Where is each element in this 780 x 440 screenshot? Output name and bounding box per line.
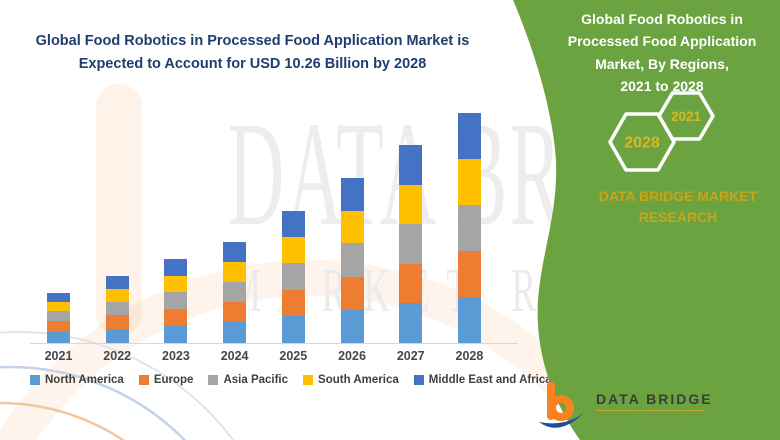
badge-year-2021: 2021 (671, 109, 702, 124)
bar-segment-2021 (47, 331, 70, 343)
bar-segment-2022 (105, 275, 129, 289)
legend-swatch-icon (208, 375, 219, 385)
chart-legend: North America Europe Asia Pacific South Ame… (30, 374, 552, 386)
bar-segment-2027 (399, 263, 423, 304)
bar-2024: 2024 (221, 242, 249, 363)
bar-segment-2026 (340, 276, 364, 310)
bar-segment-2023 (164, 258, 188, 276)
bar-segment-2027 (399, 303, 423, 343)
bar-segment-2028 (457, 158, 481, 205)
legend-label: Europe (153, 374, 194, 386)
legend-label: North America (45, 374, 124, 386)
bar-segment-2024 (223, 242, 247, 263)
x-axis-label-2027: 2027 (396, 349, 425, 363)
bar-segment-2024 (223, 282, 247, 303)
x-axis-label-2025: 2025 (279, 349, 308, 363)
bar-segment-2021 (47, 311, 70, 322)
bar-segment-2027 (399, 184, 423, 224)
bar-2025: 2025 (279, 210, 307, 363)
legend-swatch-icon (303, 375, 314, 385)
bar-segment-2021 (47, 321, 70, 332)
x-axis-label-2022: 2022 (103, 349, 132, 363)
databridge-logo-b-icon (539, 382, 584, 428)
bar-segment-2025 (281, 237, 305, 264)
logo-subtitle: MARKET RESEARCH (596, 413, 714, 420)
x-axis-label-2021: 2021 (44, 349, 73, 363)
green-panel-shape (513, 0, 780, 440)
bar-segment-2022 (105, 288, 129, 302)
bar-segment-2026 (340, 243, 364, 277)
logo-divider (596, 410, 704, 411)
legend-label: South America (318, 374, 399, 386)
legend-item: North America (30, 374, 124, 386)
bar-segment-2028 (457, 112, 481, 159)
bar-segment-2021 (47, 292, 70, 303)
bar-segment-2024 (223, 262, 247, 283)
bar-segment-2025 (281, 210, 305, 238)
legend-item: Middle East and Africa (413, 374, 552, 386)
bar-segment-2028 (457, 204, 481, 252)
bar-2026: 2026 (338, 177, 366, 363)
legend-swatch-icon (138, 375, 149, 385)
bar-segment-2022 (105, 301, 129, 316)
panel-brand-text: DATA BRIDGE MARKET RESEARCH (598, 188, 758, 225)
bar-segment-2028 (457, 251, 481, 298)
bar-segment-2027 (399, 223, 423, 264)
bar-2028: 2028 (456, 112, 483, 363)
legend-item: South America (303, 374, 399, 386)
bar-segment-2024 (223, 302, 247, 323)
bar-segment-2027 (399, 144, 423, 185)
logo-text-block: DATA BRIDGE MARKET RESEARCH (596, 391, 713, 420)
hexagon-badge-2028 (608, 112, 676, 172)
bar-segment-2026 (340, 177, 364, 211)
bar-2027: 2027 (397, 144, 425, 363)
legend-label: Middle East and Africa (428, 374, 552, 386)
bar-segment-2023 (164, 325, 188, 343)
x-axis-line (30, 343, 518, 344)
bar-2022: 2022 (103, 275, 131, 363)
bar-2023: 2023 (162, 258, 190, 363)
bar-segment-2025 (281, 289, 305, 317)
bar-segment-2021 (47, 302, 70, 312)
badge-year-2028: 2028 (624, 135, 660, 152)
bar-segment-2025 (281, 263, 305, 290)
bar-segment-2024 (223, 322, 247, 343)
bar-segment-2028 (457, 297, 481, 343)
bar-2021: 2021 (45, 292, 72, 363)
hexagon-badge-2021 (657, 91, 715, 141)
panel-title: Global Food Robotics in Processed Food A… (567, 11, 757, 95)
stacked-bar-plot: 2021 2022 2023 2024 2025 2026 2027 2028 (45, 108, 483, 363)
chart-title: Global Food Robotics in Processed Food A… (35, 33, 470, 73)
legend-label: Asia Pacific (223, 374, 289, 386)
legend-item: Asia Pacific (208, 374, 288, 386)
legend-swatch-icon (30, 375, 40, 385)
bar-segment-2026 (340, 309, 364, 343)
databridge-logo: DATA BRIDGE MARKET RESEARCH (538, 381, 713, 435)
bar-segment-2023 (164, 308, 188, 326)
x-axis-label-2028: 2028 (455, 349, 484, 363)
bar-segment-2025 (281, 316, 305, 343)
legend-item: Europe (138, 374, 194, 386)
bar-segment-2026 (340, 210, 364, 244)
x-axis-label-2026: 2026 (338, 349, 366, 363)
logo-name: DATA BRIDGE (596, 391, 713, 407)
legend-swatch-icon (413, 375, 424, 385)
bar-segment-2022 (105, 329, 129, 343)
x-axis-label-2023: 2023 (162, 349, 190, 363)
bar-segment-2023 (164, 275, 188, 292)
x-axis-label-2024: 2024 (220, 349, 249, 363)
bar-segment-2022 (105, 315, 129, 330)
bar-segment-2023 (164, 291, 188, 309)
